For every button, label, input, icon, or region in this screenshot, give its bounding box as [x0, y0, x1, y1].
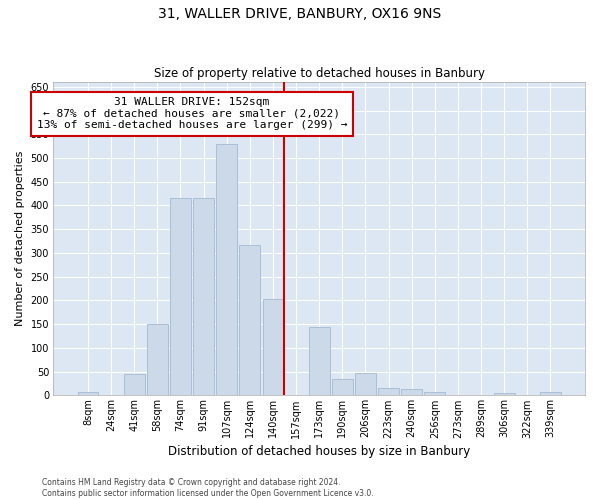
Bar [540, 392, 561, 396]
Bar [332, 380, 353, 396]
Bar [239, 246, 260, 396]
Text: Contains HM Land Registry data © Crown copyright and database right 2024.
Contai: Contains HM Land Registry data © Crown c… [42, 478, 374, 498]
X-axis label: Distribution of detached houses by size in Banbury: Distribution of detached houses by size … [168, 444, 470, 458]
Bar [77, 392, 98, 396]
Bar [216, 144, 237, 396]
Text: 31 WALLER DRIVE: 152sqm
← 87% of detached houses are smaller (2,022)
13% of semi: 31 WALLER DRIVE: 152sqm ← 87% of detache… [37, 97, 347, 130]
Y-axis label: Number of detached properties: Number of detached properties [15, 151, 25, 326]
Bar [263, 298, 283, 396]
Text: 31, WALLER DRIVE, BANBURY, OX16 9NS: 31, WALLER DRIVE, BANBURY, OX16 9NS [158, 8, 442, 22]
Bar [170, 198, 191, 396]
Bar [309, 327, 329, 396]
Title: Size of property relative to detached houses in Banbury: Size of property relative to detached ho… [154, 66, 485, 80]
Bar [193, 198, 214, 396]
Bar [494, 392, 515, 396]
Bar [401, 389, 422, 396]
Bar [124, 374, 145, 396]
Bar [147, 324, 168, 396]
Bar [355, 372, 376, 396]
Bar [378, 388, 399, 396]
Bar [424, 392, 445, 396]
